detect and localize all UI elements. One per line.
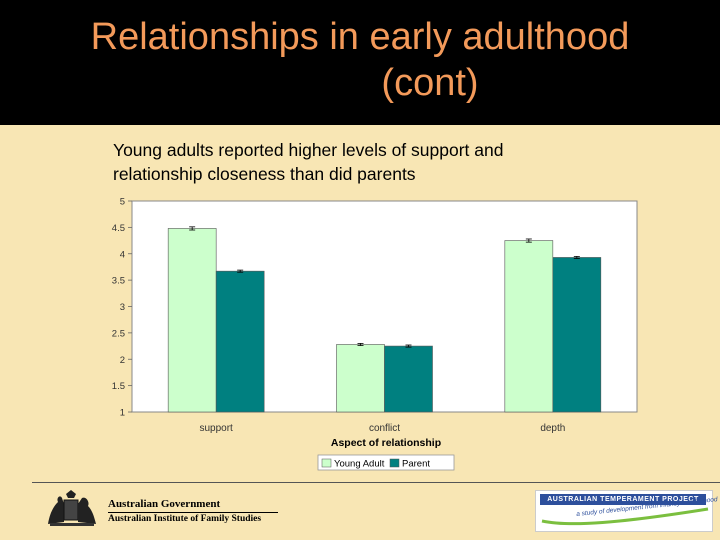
atp-title: AUSTRALIAN TEMPERAMENT PROJECT [540,494,706,505]
atp-logo: AUSTRALIAN TEMPERAMENT PROJECT a study o… [535,490,718,532]
coat-of-arms-icon [48,490,96,526]
bar-young-adult-depth [504,240,554,413]
y-tick-label: 2 [120,355,125,366]
y-tick-label: 2.5 [112,328,125,339]
x-tick-label-depth: depth [540,423,565,434]
y-tick-label: 5 [120,197,125,208]
x-tick-label-support: support [199,423,233,434]
gov-rule [108,512,278,513]
y-tick-label: 1 [120,408,125,419]
legend: Young Adult Parent [317,454,455,471]
title-bar: Relationships in early adulthood (cont) [0,0,720,125]
subtitle-line1: Young adults reported higher levels of s… [113,140,504,160]
y-tick-label: 1.5 [112,381,125,392]
bar-parent-support [215,270,265,413]
slide-subtitle: Young adults reported higher levels of s… [113,138,633,186]
x-axis-labels: support conflict depth [199,423,565,434]
legend-swatch-parent [389,458,400,468]
y-tick-label: 3 [120,302,125,313]
y-tick-label: 3.5 [112,276,125,287]
institute-name: Australian Institute of Family Studies [108,514,262,524]
legend-label-young-adult: Young Adult [334,459,385,470]
x-axis-title: Aspect of relationship [331,437,441,449]
bar-chart: 1 1.5 2 2.5 3 3.5 4 4.5 5 support conflict depth A… [112,197,638,471]
gov-name: Australian Government [108,498,221,510]
y-tick-label: 4 [120,249,125,260]
bar-parent-depth [552,257,602,413]
bar-young-adult-support [167,228,217,413]
legend-label-parent: Parent [402,459,430,470]
bar-parent-conflict [384,345,433,413]
legend-box [317,454,455,471]
footer-divider [32,482,720,483]
legend-swatch-young-adult [321,458,332,468]
slide-title: Relationships in early adulthood (cont) [0,14,720,106]
bars [167,226,602,413]
swoosh-icon [541,507,709,526]
slide-title-line2: (cont) [381,62,479,104]
subtitle-line2: relationship closeness than did parents [113,164,416,184]
y-axis: 1 1.5 2 2.5 3 3.5 4 4.5 5 [112,197,132,419]
bar-young-adult-conflict [336,344,385,413]
slide-title-line1: Relationships in early adulthood [90,16,630,58]
y-tick-label: 4.5 [112,223,125,234]
australian-government-logo: Australian Government Australian Institu… [40,488,290,528]
x-tick-label-conflict: conflict [369,423,400,434]
